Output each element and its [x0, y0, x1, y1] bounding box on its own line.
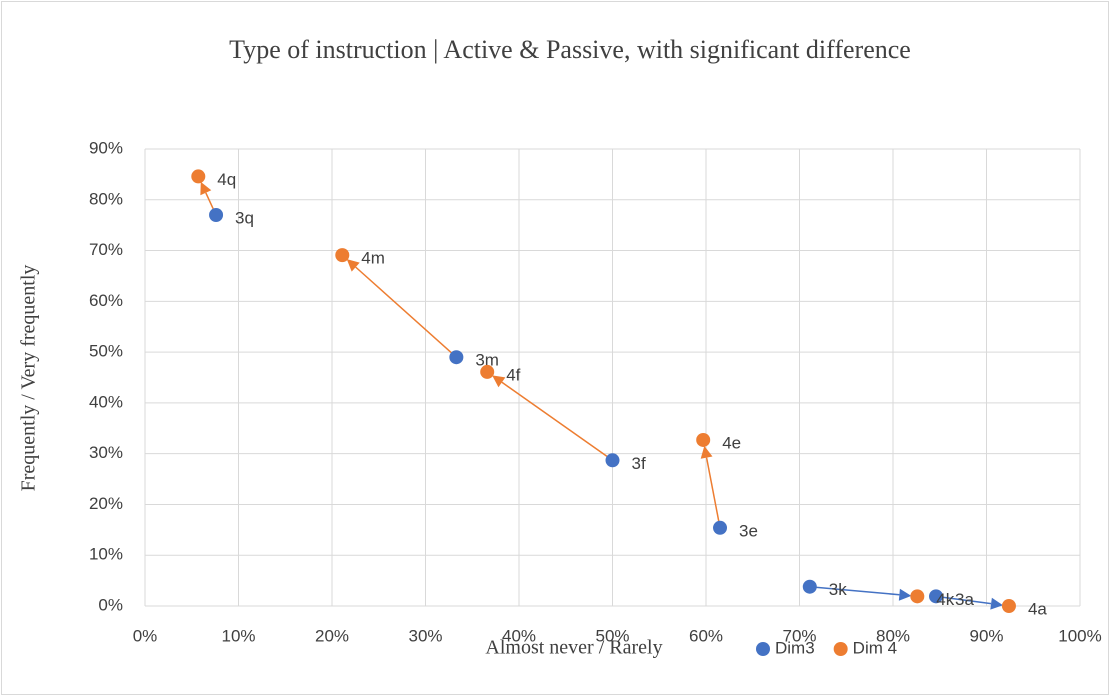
point	[929, 589, 944, 604]
point-label: 4q	[217, 170, 236, 189]
point	[335, 248, 350, 263]
y-tick-label: 80%	[89, 189, 123, 208]
arrow-head	[200, 181, 212, 196]
y-tick-label: 90%	[89, 138, 123, 157]
point	[802, 579, 817, 594]
arrow-head	[990, 597, 1003, 610]
x-tick-label: 50%	[595, 626, 629, 645]
x-tick-label: 80%	[876, 626, 910, 645]
x-tick-label: 30%	[408, 626, 442, 645]
legend-marker	[756, 642, 770, 656]
y-tick-label: 10%	[89, 545, 123, 564]
x-tick-label: 100%	[1058, 626, 1101, 645]
arrow-head	[700, 445, 713, 459]
y-tick-label: 60%	[89, 291, 123, 310]
x-axis-label: Almost never / Rarely	[485, 637, 662, 659]
arrow-line	[355, 266, 457, 358]
point-label: 4e	[722, 433, 741, 452]
arrow-head	[898, 588, 912, 601]
point-label: 3f	[632, 454, 646, 473]
point-label: 3a	[955, 590, 974, 609]
y-axis-label: Frequently / Very frequently	[18, 265, 40, 492]
x-tick-label: 10%	[221, 626, 255, 645]
x-tick-label: 60%	[689, 626, 723, 645]
y-tick-label: 0%	[98, 595, 123, 614]
x-tick-label: 40%	[502, 626, 536, 645]
point-label: 4m	[361, 249, 385, 268]
point	[209, 208, 224, 223]
x-tick-label: 0%	[133, 626, 158, 645]
point-label: 3q	[235, 208, 254, 227]
y-tick-label: 70%	[89, 240, 123, 259]
arrow-line	[705, 457, 721, 528]
point-label: 4k	[936, 590, 954, 609]
arrow-line	[809, 585, 900, 596]
point-label: 3e	[739, 521, 758, 540]
point	[713, 520, 728, 535]
arrow-line	[501, 381, 613, 461]
y-tick-label: 50%	[89, 342, 123, 361]
point	[191, 169, 206, 184]
point	[1001, 599, 1016, 613]
arrow-line	[935, 595, 992, 605]
point	[696, 432, 711, 447]
point	[910, 589, 925, 604]
point	[449, 350, 464, 365]
x-tick-label: 20%	[315, 626, 349, 645]
x-tick-label: 70%	[782, 626, 816, 645]
chart-title: Type of instruction | Active & Passive, …	[229, 35, 911, 64]
y-tick-label: 40%	[89, 392, 123, 411]
arrow-head	[346, 259, 360, 272]
y-tick-label: 30%	[89, 443, 123, 462]
point	[480, 364, 495, 379]
point-label: 3m	[475, 351, 499, 370]
point-label: 4a	[1028, 599, 1047, 618]
legend-label: Dim3	[775, 638, 815, 657]
arrow-head	[492, 375, 506, 388]
point-label: 4f	[506, 365, 520, 384]
legend-marker	[833, 642, 848, 656]
y-tick-label: 20%	[89, 494, 123, 513]
x-tick-label: 90%	[969, 626, 1003, 645]
point	[605, 453, 620, 468]
point-label: 3k	[829, 580, 847, 599]
legend-label: Dim 4	[853, 638, 897, 657]
